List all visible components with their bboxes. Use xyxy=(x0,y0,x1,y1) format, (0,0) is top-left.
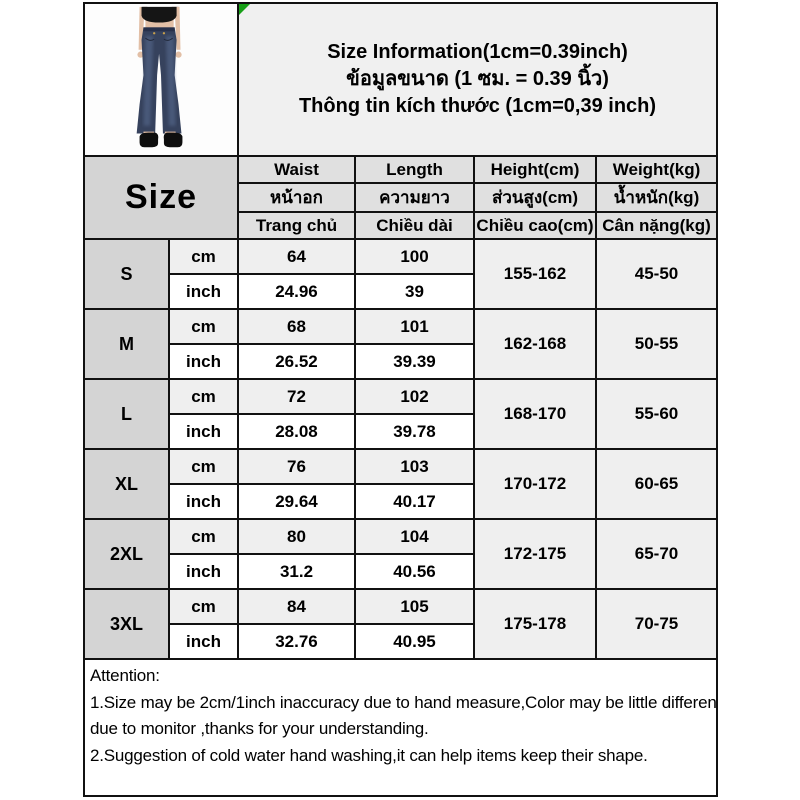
title-thai: ข้อมูลขนาด (1 ซม. = 0.39 นิ้ว) xyxy=(346,68,609,90)
header-length-en: Length xyxy=(354,155,475,184)
waist-value: 26.52 xyxy=(237,343,356,380)
header-waist-th: หน้าอก xyxy=(237,182,356,213)
attention-line: 1.Size may be 2cm/1inch inaccuracy due t… xyxy=(90,692,718,712)
arm-right xyxy=(174,6,181,50)
waist-value: 80 xyxy=(237,518,356,555)
header-waist-en: Waist xyxy=(237,155,356,184)
height-range: 170-172 xyxy=(473,448,597,520)
sandal-left xyxy=(139,132,159,148)
waist-value: 64 xyxy=(237,238,356,275)
weight-range: 55-60 xyxy=(594,378,719,450)
unit-cell: inch xyxy=(168,273,239,310)
waist-value: 29.64 xyxy=(237,483,356,520)
height-range: 172-175 xyxy=(473,518,597,590)
length-value: 40.17 xyxy=(354,483,475,520)
unit-cell: cm xyxy=(168,448,239,485)
title-vietnamese: Thông tin kích thước (1cm=0,39 inch) xyxy=(298,95,657,117)
waist-value: 31.2 xyxy=(237,553,356,590)
crop-top xyxy=(141,6,177,23)
size-corner-label: Size xyxy=(83,155,239,240)
unit-cell: inch xyxy=(168,483,239,520)
header-height-th: ส่วนสูง(cm) xyxy=(473,182,597,213)
header-weight-th: น้ำหนัก(kg) xyxy=(594,182,719,213)
size-label-cell: 3XL xyxy=(83,588,170,660)
length-value: 104 xyxy=(354,518,475,555)
title-english: Size Information(1cm=0.39inch) xyxy=(327,41,628,63)
sandal-right xyxy=(163,132,183,148)
unit-cell: cm xyxy=(168,588,239,625)
height-range: 168-170 xyxy=(473,378,597,450)
height-range: 175-178 xyxy=(473,588,597,660)
header-height-en: Height(cm) xyxy=(473,155,597,184)
unit-cell: cm xyxy=(168,238,239,275)
weight-range: 50-55 xyxy=(594,308,719,380)
attention-line: due to monitor ,thanks for your understa… xyxy=(90,719,429,738)
size-label-cell: 2XL xyxy=(83,518,170,590)
unit-cell: inch xyxy=(168,413,239,450)
length-value: 39.78 xyxy=(354,413,475,450)
size-info-sheet: Size Information(1cm=0.39inch) ข้อมูลขนา… xyxy=(82,2,719,797)
length-value: 103 xyxy=(354,448,475,485)
size-label-cell: S xyxy=(83,238,170,310)
attention-line: 2.Suggestion of cold water hand washing,… xyxy=(90,745,648,765)
waistband xyxy=(143,27,175,32)
length-value: 39.39 xyxy=(354,343,475,380)
header-length-th: ความยาว xyxy=(354,182,475,213)
length-value: 101 xyxy=(354,308,475,345)
model-jeans-photo xyxy=(86,6,236,153)
attention-notes-cell: Attention: 1.Size may be 2cm/1inch inacc… xyxy=(82,658,719,797)
height-range: 155-162 xyxy=(473,238,597,310)
waist-value: 84 xyxy=(237,588,356,625)
size-label-cell: M xyxy=(83,308,170,380)
size-label-cell: L xyxy=(83,378,170,450)
waist-value: 32.76 xyxy=(237,623,356,660)
waist-value: 68 xyxy=(237,308,356,345)
height-range: 162-168 xyxy=(473,308,597,380)
waist-value: 76 xyxy=(237,448,356,485)
unit-cell: inch xyxy=(168,553,239,590)
unit-cell: cm xyxy=(168,378,239,415)
length-value: 105 xyxy=(354,588,475,625)
weight-range: 45-50 xyxy=(594,238,719,310)
size-table: Size Information(1cm=0.39inch) ข้อมูลขนา… xyxy=(82,2,719,797)
header-height-vi: Chiều cao(cm) xyxy=(473,211,597,240)
length-value: 40.95 xyxy=(354,623,475,660)
header-length-vi: Chiều dài xyxy=(354,211,475,240)
length-value: 100 xyxy=(354,238,475,275)
unit-cell: inch xyxy=(168,343,239,380)
length-value: 39 xyxy=(354,273,475,310)
waist-value: 28.08 xyxy=(237,413,356,450)
weight-range: 70-75 xyxy=(594,588,719,660)
length-value: 102 xyxy=(354,378,475,415)
header-waist-vi: Trang chủ xyxy=(237,211,356,240)
header-weight-vi: Cân nặng(kg) xyxy=(594,211,719,240)
waist-value: 72 xyxy=(237,378,356,415)
midriff xyxy=(145,18,174,29)
weight-range: 65-70 xyxy=(594,518,719,590)
length-value: 40.56 xyxy=(354,553,475,590)
unit-cell: inch xyxy=(168,623,239,660)
green-corner-marker xyxy=(240,5,250,15)
attention-heading: Attention: xyxy=(90,666,160,685)
unit-cell: cm xyxy=(168,308,239,345)
waist-value: 24.96 xyxy=(237,273,356,310)
header-weight-en: Weight(kg) xyxy=(594,155,719,184)
size-label-cell: XL xyxy=(83,448,170,520)
weight-range: 60-65 xyxy=(594,448,719,520)
unit-cell: cm xyxy=(168,518,239,555)
product-photo-cell xyxy=(83,2,239,157)
title-cell: Size Information(1cm=0.39inch) ข้อมูลขนา… xyxy=(236,2,719,157)
